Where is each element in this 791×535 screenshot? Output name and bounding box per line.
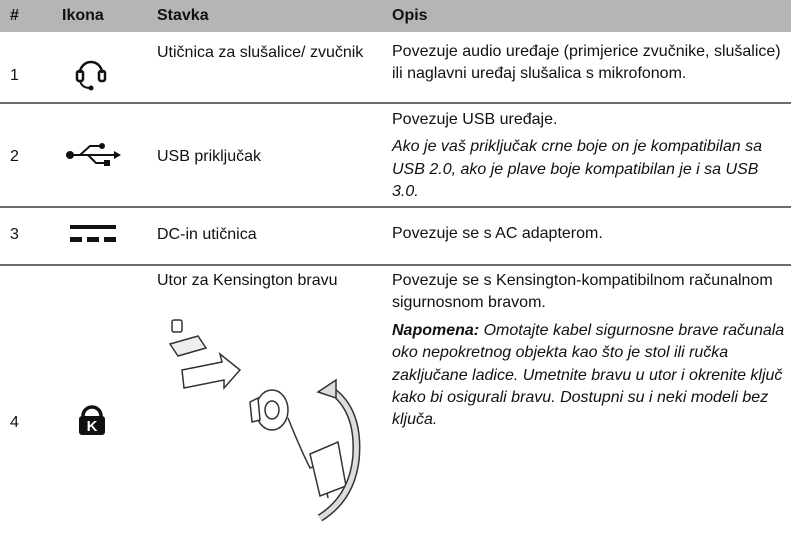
row-number: 4 (10, 414, 19, 431)
svg-text:K: K (87, 418, 98, 435)
description: Povezuje USB uređaje. Ako je vaš priklju… (392, 109, 788, 209)
description-text: Ako je vaš priključak crne boje on je ko… (392, 138, 762, 201)
lock-illustration (168, 319, 361, 522)
row-separator (0, 264, 791, 266)
description: Povezuje se s Kensington-kompatibilnom r… (392, 270, 788, 437)
usb-icon (66, 143, 121, 166)
description-text: Povezuje USB uređaje. (392, 111, 558, 128)
kensington-icon: K (79, 405, 105, 435)
header-cell: # (10, 7, 19, 24)
header-cell: Ikona (62, 7, 104, 24)
item-name: USB priključak (157, 148, 262, 165)
row-number: 2 (10, 148, 19, 165)
note: Napomena: Omotajte kabel sigurnosne brav… (392, 320, 788, 432)
row-separator (0, 102, 791, 104)
row-separator (0, 206, 791, 208)
description-text: Povezuje se s AC adapterom. (392, 225, 603, 242)
row-number: 3 (10, 226, 19, 243)
item-name: Utičnica za slušalice/ zvučnik (157, 44, 364, 61)
description: Povezuje se s AC adapterom. (392, 223, 788, 250)
description-text: Povezuje se s Kensington-kompatibilnom r… (392, 272, 773, 312)
description-text: Povezuje audio uređaje (primjerice zvučn… (392, 43, 781, 83)
headset-icon (75, 60, 107, 91)
dc-icon (70, 225, 116, 242)
header-cell: Opis (392, 7, 428, 24)
note-text: Omotajte kabel sigurnosne brave računala… (392, 321, 785, 429)
description: Povezuje audio uređaje (primjerice zvučn… (392, 41, 788, 91)
item-name: Utor za Kensington bravu (157, 272, 338, 289)
item-name: DC-in utičnica (157, 226, 257, 243)
note-label: Napomena: (392, 321, 480, 339)
header-row: # Ikona Stavka Opis (0, 0, 791, 32)
row-number: 1 (10, 67, 19, 84)
header-cell: Stavka (157, 7, 209, 24)
